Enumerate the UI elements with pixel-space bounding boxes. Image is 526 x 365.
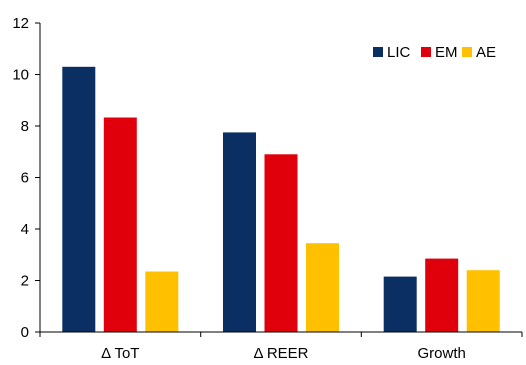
y-tick-label: 10 (12, 67, 29, 84)
legend: LIC EM AE (373, 44, 496, 61)
x-tick-label: Δ ToT (101, 345, 139, 362)
legend-label-em: EM (435, 44, 458, 61)
y-tick-label: 0 (21, 324, 29, 341)
y-tick-label: 2 (21, 273, 29, 290)
y-tick-label: 8 (21, 118, 29, 135)
bar-lic-2 (223, 132, 256, 332)
x-tick-label: Δ REER (253, 345, 308, 362)
bar-lic-1 (62, 66, 96, 333)
legend-swatch-ae (462, 47, 472, 57)
bar-em-2 (264, 154, 298, 332)
bar-ae-1 (145, 271, 179, 332)
y-tick-label: 12 (12, 15, 29, 32)
legend-swatch-em (421, 47, 431, 57)
legend-label-ae: AE (476, 44, 496, 61)
bar-em-1 (103, 117, 137, 332)
legend-label-lic: LIC (387, 44, 411, 61)
y-tick-label: 6 (21, 170, 29, 187)
legend-swatch-lic (373, 47, 383, 57)
x-tick-label: Growth (418, 345, 466, 362)
bar-em-3 (425, 258, 459, 332)
y-tick-label: 4 (21, 221, 29, 238)
bar-lic-3 (383, 276, 417, 332)
bars-layer (62, 66, 500, 333)
bar-ae-3 (466, 270, 500, 332)
bar-ae-2 (306, 243, 339, 332)
axes-layer: Δ ToT Δ REER Growth 0 2 4 6 8 10 12 (12, 15, 523, 362)
